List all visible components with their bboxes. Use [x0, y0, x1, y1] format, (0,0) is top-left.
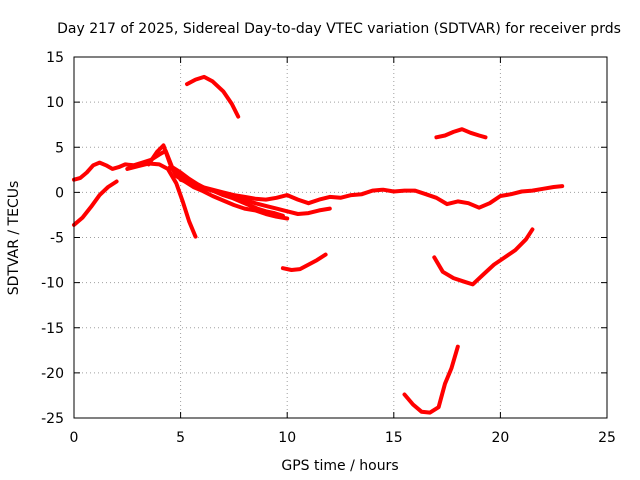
series-arc-7	[185, 74, 241, 119]
series-arc-1	[72, 148, 285, 218]
series-layer	[72, 74, 565, 415]
y-tick-label: -25	[41, 411, 64, 427]
y-tick-label: -20	[41, 366, 64, 382]
x-tick-label: 10	[278, 430, 296, 446]
series-arc-8	[280, 252, 328, 272]
chart-title: Day 217 of 2025, Sidereal Day-to-day VTE…	[57, 21, 621, 37]
series-arc-2	[72, 179, 119, 227]
series-arc-4	[146, 143, 290, 221]
y-tick-label: 0	[55, 185, 64, 201]
y-tick-label: 15	[46, 50, 64, 66]
y-tick-label: -10	[41, 276, 64, 292]
series-arc-10	[432, 227, 535, 287]
series-arc-11	[434, 127, 488, 140]
grid-layer	[74, 57, 607, 418]
y-tick-label: -15	[41, 321, 64, 337]
y-tick-label: -5	[50, 231, 64, 247]
y-axis-label: SDTVAR / TECUs	[6, 181, 22, 296]
tick-layer: 0 5 10 15 20 25 -25 -20 -15 -10 -5 0 5 10 15	[41, 50, 616, 446]
x-tick-label: 25	[598, 430, 616, 446]
y-tick-label: 10	[46, 95, 64, 111]
x-tick-label: 5	[176, 430, 185, 446]
x-axis-label: GPS time / hours	[281, 458, 398, 474]
y-tick-label: 5	[55, 140, 64, 156]
x-tick-label: 15	[385, 430, 403, 446]
series-arc-6	[178, 177, 565, 210]
x-tick-label: 0	[70, 430, 79, 446]
series-arc-3	[125, 161, 198, 239]
x-tick-label: 20	[491, 430, 509, 446]
series-arc-9	[402, 344, 460, 415]
